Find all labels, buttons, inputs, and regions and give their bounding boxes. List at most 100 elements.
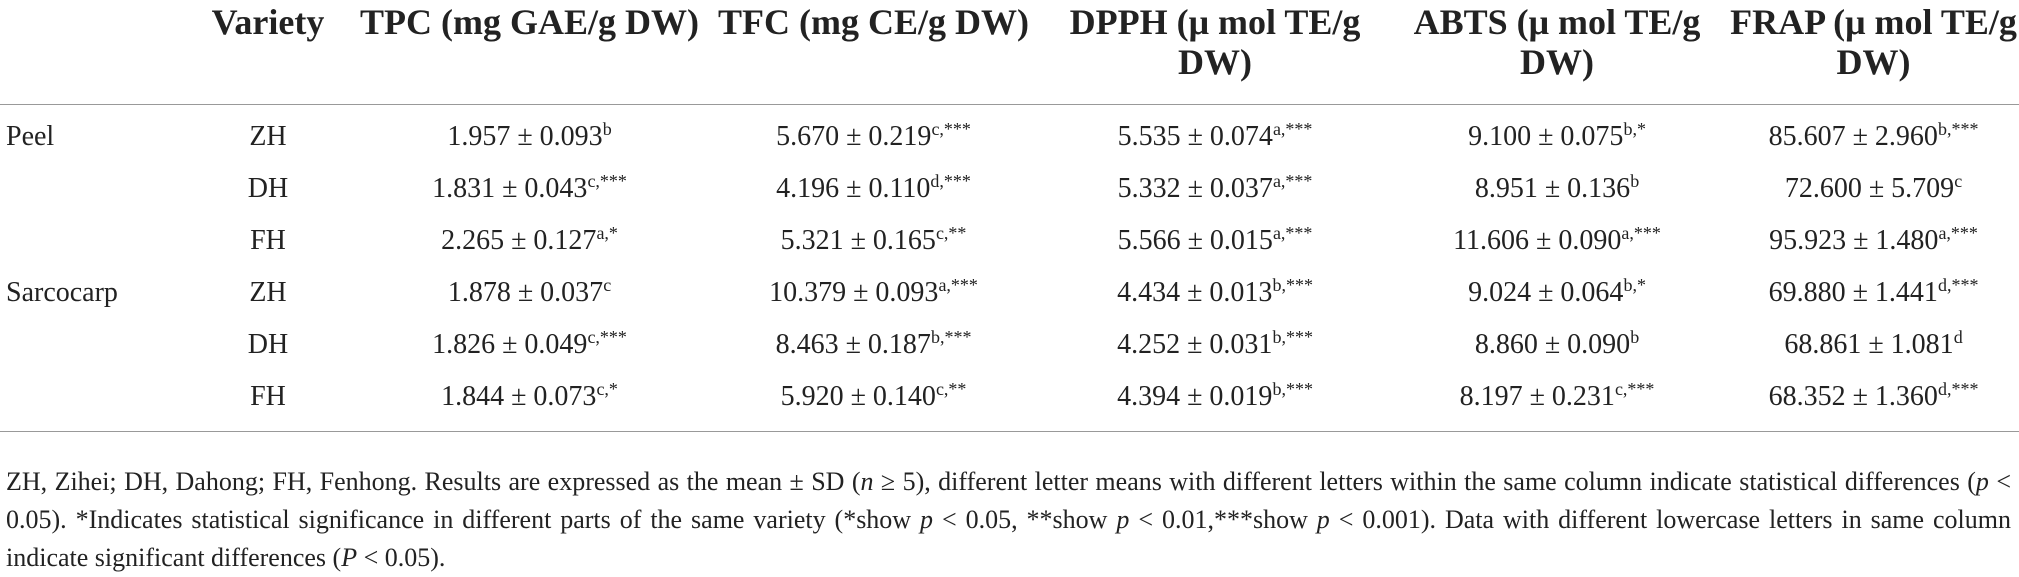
footnote-italic: n	[860, 467, 874, 496]
footnote: ZH, Zihei; DH, Dahong; FH, Fenhong. Resu…	[6, 463, 2011, 577]
value-text: 9.024 ± 0.064	[1468, 277, 1624, 308]
value-text: 5.321 ± 0.165	[780, 225, 936, 256]
value-cell: 5.535 ± 0.074a,***	[1044, 105, 1386, 164]
value-text: 1.831 ± 0.043	[432, 173, 588, 204]
value-cell: 9.024 ± 0.064b,*	[1386, 267, 1728, 319]
value-text: 11.606 ± 0.090	[1453, 225, 1622, 256]
value-text: 69.880 ± 1.441	[1768, 277, 1938, 308]
footnote-italic: p	[1316, 505, 1330, 534]
value-text: 4.434 ± 0.013	[1117, 277, 1273, 308]
variety-cell: FH	[180, 371, 356, 432]
significance-letter: b,***	[1272, 327, 1313, 347]
header-cell: TFC (mg CE/g DW)	[703, 0, 1044, 105]
variety-cell: ZH	[249, 121, 287, 152]
header-row: Variety TPC (mg GAE/g DW) TFC (mg CE/g DW)…	[0, 0, 2019, 105]
significance-letter: a,***	[1272, 119, 1313, 139]
significance-letter: b	[602, 119, 612, 139]
significance-letter: a,***	[1272, 223, 1313, 243]
footnote-text: < 0.01,***show	[1129, 505, 1317, 534]
value-text: 1.844 ± 0.073	[441, 381, 597, 412]
footnote-italic: P	[341, 543, 358, 572]
value-text: 8.860 ± 0.090	[1474, 329, 1631, 360]
value-text: 4.394 ± 0.019	[1117, 381, 1273, 412]
group-cell	[0, 163, 180, 215]
value-cell: 5.332 ± 0.037a,***	[1044, 163, 1386, 215]
table-row: FH 2.265 ± 0.127a,* 5.321 ± 0.165c,** 5.566…	[0, 215, 2019, 267]
value-text: 8.463 ± 0.187	[775, 329, 931, 360]
header-cell: DPPH (μ mol TE/g DW)	[1044, 0, 1386, 105]
significance-letter: c,***	[1614, 379, 1655, 399]
significance-letter: c,**	[935, 379, 967, 399]
value-text: 1.957 ± 0.093	[447, 121, 603, 152]
header-cell: TPC (mg GAE/g DW)	[356, 0, 703, 105]
table-row: Peel ZH 1.957 ± 0.093b 5.670 ± 0.219c,*** 5.…	[0, 105, 2019, 164]
table-row: DH 1.831 ± 0.043c,*** 4.196 ± 0.110d,*** 5.…	[0, 163, 2019, 215]
significance-letter: c,***	[587, 171, 627, 191]
table-row: DH 1.826 ± 0.049c,*** 8.463 ± 0.187b,*** 4.…	[0, 319, 2019, 371]
significance-letter: c	[603, 275, 612, 295]
group-cell: Sarcocarp	[6, 277, 118, 308]
significance-letter: a,***	[1272, 171, 1313, 191]
variety-cell: FH	[250, 225, 286, 256]
significance-letter: a,***	[938, 275, 978, 295]
significance-letter: b	[1630, 171, 1640, 191]
value-cell: 69.880 ± 1.441d,***	[1728, 267, 2019, 319]
significance-letter: c,***	[931, 119, 971, 139]
value-text: 5.535 ± 0.074	[1117, 121, 1273, 152]
value-cell: 1.844 ± 0.073c,*	[356, 371, 703, 432]
value-cell: 5.321 ± 0.165c,**	[703, 215, 1044, 267]
value-cell: 4.394 ± 0.019b,***	[1044, 371, 1386, 432]
value-cell: 8.463 ± 0.187b,***	[703, 319, 1044, 371]
value-text: 5.670 ± 0.219	[776, 121, 932, 152]
variety-cell: ZH	[249, 277, 287, 308]
value-cell: 4.252 ± 0.031b,***	[1044, 319, 1386, 371]
footnote-text: < 0.05, **show	[933, 505, 1117, 534]
footnote-text: < 0.05). *Indicates statistical signific…	[6, 467, 2011, 534]
value-cell: 1.826 ± 0.049c,***	[356, 319, 703, 371]
value-cell: 4.434 ± 0.013b,***	[1044, 267, 1386, 319]
variety-cell: DH	[247, 329, 289, 360]
value-cell: 11.606 ± 0.090a,***	[1386, 215, 1728, 267]
significance-letter: c,*	[596, 379, 618, 399]
significance-letter: d	[1953, 327, 1963, 347]
value-text: 9.100 ± 0.075	[1468, 121, 1624, 152]
value-cell: 1.878 ± 0.037c	[356, 267, 703, 319]
significance-letter: b	[1630, 327, 1640, 347]
header-cell	[0, 0, 180, 105]
significance-letter: b,***	[1937, 119, 1979, 139]
value-text: 2.265 ± 0.127	[441, 225, 597, 256]
value-cell: 68.352 ± 1.360d,***	[1728, 371, 2019, 432]
data-table: Variety TPC (mg GAE/g DW) TFC (mg CE/g DW)…	[0, 0, 2019, 432]
header-cell: FRAP (μ mol TE/g DW)	[1728, 0, 2019, 105]
significance-letter: c,**	[935, 223, 967, 243]
value-text: 8.951 ± 0.136	[1474, 173, 1631, 204]
value-cell: 9.100 ± 0.075b,*	[1386, 105, 1728, 164]
significance-letter: b,*	[1623, 119, 1646, 139]
significance-letter: a,***	[1938, 223, 1978, 243]
group-cell	[0, 371, 180, 432]
value-cell: 8.951 ± 0.136b	[1386, 163, 1728, 215]
table-row: Sarcocarp ZH 1.878 ± 0.037c 10.379 ± 0.093a…	[0, 267, 2019, 319]
header-cell: ABTS (μ mol TE/g DW)	[1386, 0, 1728, 105]
value-cell: 72.600 ± 5.709c	[1728, 163, 2019, 215]
value-cell: 8.860 ± 0.090b	[1386, 319, 1728, 371]
value-cell: 5.920 ± 0.140c,**	[703, 371, 1044, 432]
value-cell: 1.957 ± 0.093b	[356, 105, 703, 164]
footnote-text: < 0.001). Data with different lowercase …	[6, 505, 2012, 572]
value-text: 8.197 ± 0.231	[1459, 381, 1615, 412]
significance-letter: b,***	[1272, 275, 1313, 295]
value-text: 1.826 ± 0.049	[432, 329, 588, 360]
significance-letter: c	[1954, 171, 1963, 191]
group-cell: Peel	[6, 121, 55, 152]
significance-letter: b,***	[1272, 379, 1313, 399]
significance-letter: d,***	[1937, 379, 1979, 399]
significance-letter: b,***	[930, 327, 972, 347]
footnote-text: < 0.05).	[357, 543, 446, 572]
value-cell: 5.566 ± 0.015a,***	[1044, 215, 1386, 267]
value-cell: 5.670 ± 0.219c,***	[703, 105, 1044, 164]
value-text: 68.861 ± 1.081	[1784, 329, 1954, 360]
value-cell: 68.861 ± 1.081d	[1728, 319, 2019, 371]
value-text: 68.352 ± 1.360	[1768, 381, 1938, 412]
footnote-italic: p	[1975, 467, 1989, 496]
